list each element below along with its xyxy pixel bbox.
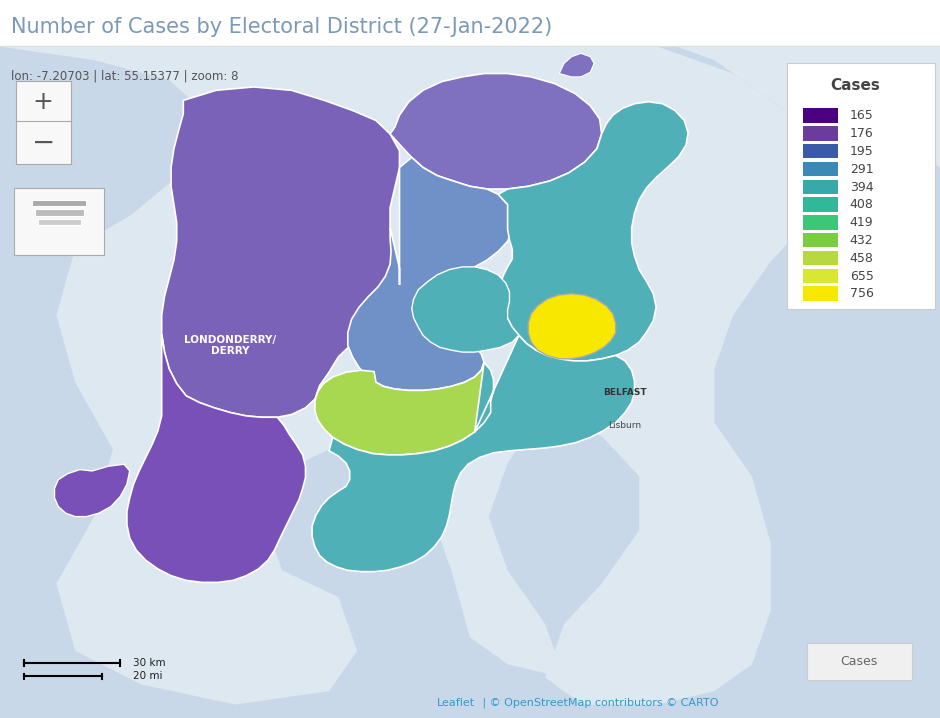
Polygon shape bbox=[315, 362, 494, 454]
Text: 394: 394 bbox=[850, 181, 873, 194]
Bar bbox=[32, 200, 86, 207]
Text: 756: 756 bbox=[850, 287, 873, 300]
Polygon shape bbox=[677, 47, 940, 167]
Polygon shape bbox=[390, 73, 602, 189]
FancyBboxPatch shape bbox=[807, 643, 912, 680]
Text: 165: 165 bbox=[850, 109, 873, 123]
Text: BELFAST: BELFAST bbox=[603, 388, 647, 397]
Bar bbox=[803, 286, 838, 301]
Bar bbox=[803, 108, 838, 123]
Text: LONDONDERRY/
DERRY: LONDONDERRY/ DERRY bbox=[184, 335, 276, 356]
Polygon shape bbox=[312, 335, 634, 572]
FancyBboxPatch shape bbox=[14, 187, 104, 256]
Text: 20 mi: 20 mi bbox=[133, 671, 163, 681]
Text: 291: 291 bbox=[850, 163, 873, 176]
FancyBboxPatch shape bbox=[16, 81, 70, 124]
Bar bbox=[803, 233, 838, 248]
Bar bbox=[803, 197, 838, 212]
Text: Number of Cases by Electoral District (27-Jan-2022): Number of Cases by Electoral District (2… bbox=[11, 17, 553, 37]
Polygon shape bbox=[127, 334, 306, 582]
Bar bbox=[803, 251, 838, 265]
Text: +: + bbox=[33, 90, 54, 114]
Text: 408: 408 bbox=[850, 198, 873, 211]
Text: 432: 432 bbox=[850, 234, 873, 247]
Bar bbox=[803, 215, 838, 230]
Text: Cases: Cases bbox=[840, 655, 878, 668]
Bar bbox=[803, 162, 838, 176]
Text: lon: -7.20703 | lat: 55.15377 | zoom: 8: lon: -7.20703 | lat: 55.15377 | zoom: 8 bbox=[11, 70, 239, 83]
Text: | © OpenStreetMap contributors © CARTO: | © OpenStreetMap contributors © CARTO bbox=[479, 698, 719, 709]
Bar bbox=[803, 126, 838, 141]
Text: Leaflet: Leaflet bbox=[436, 698, 475, 708]
Polygon shape bbox=[55, 465, 130, 517]
Polygon shape bbox=[348, 157, 512, 391]
Text: 419: 419 bbox=[850, 216, 873, 229]
Polygon shape bbox=[412, 267, 519, 352]
Polygon shape bbox=[162, 87, 400, 417]
Polygon shape bbox=[498, 102, 688, 361]
Polygon shape bbox=[559, 53, 594, 77]
Text: 195: 195 bbox=[850, 145, 873, 158]
Bar bbox=[803, 180, 838, 194]
FancyBboxPatch shape bbox=[16, 121, 70, 164]
Text: 655: 655 bbox=[850, 269, 873, 283]
FancyBboxPatch shape bbox=[787, 63, 935, 309]
Text: −: − bbox=[32, 129, 55, 157]
Bar bbox=[38, 218, 81, 225]
Text: 458: 458 bbox=[850, 252, 873, 265]
Polygon shape bbox=[0, 47, 827, 704]
Text: Lisburn: Lisburn bbox=[608, 421, 642, 431]
Text: 30 km: 30 km bbox=[133, 658, 166, 668]
Text: Cases: Cases bbox=[830, 78, 881, 93]
Polygon shape bbox=[528, 294, 616, 359]
Bar bbox=[803, 269, 838, 283]
Text: 176: 176 bbox=[850, 127, 873, 140]
Bar bbox=[803, 144, 838, 159]
Bar bbox=[35, 209, 84, 216]
